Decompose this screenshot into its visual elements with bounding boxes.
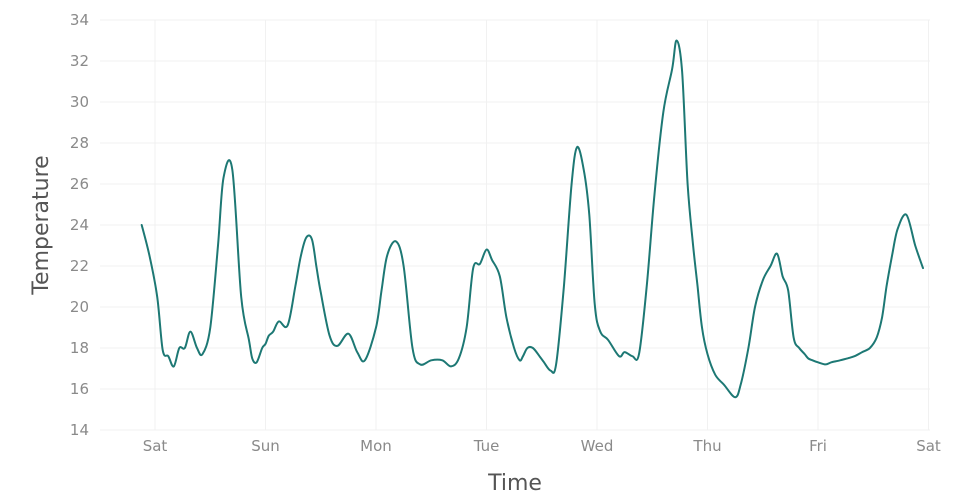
y-tick-label: 18	[70, 339, 89, 357]
y-tick-label: 20	[70, 298, 89, 316]
y-tick-label: 30	[70, 93, 89, 111]
y-tick-label: 34	[70, 11, 89, 29]
y-tick-label: 24	[70, 216, 89, 234]
y-tick-label: 16	[70, 380, 89, 398]
x-tick-label: Thu	[692, 437, 721, 455]
x-axis-title: Time	[487, 471, 542, 496]
temperature-series-line	[140, 39, 924, 399]
x-tick-label: Fri	[809, 437, 827, 455]
y-tick-label: 26	[70, 175, 89, 193]
x-tick-label: Sun	[251, 437, 280, 455]
x-tick-label: Wed	[581, 437, 614, 455]
x-tick-label: Sat	[916, 437, 941, 455]
x-tick-label: Mon	[360, 437, 392, 455]
x-axis-ticks: Sat Sun Mon Tue Wed Thu Fri Sat	[143, 437, 941, 455]
grid-lines	[100, 19, 930, 431]
y-axis-title: Temperature	[29, 155, 54, 295]
x-tick-label: Tue	[473, 437, 500, 455]
y-axis-ticks: 14 16 18 20 22 24 26 28 30 32 34	[70, 11, 89, 439]
y-tick-label: 22	[70, 257, 89, 275]
y-tick-label: 32	[70, 52, 89, 70]
x-tick-label: Sat	[143, 437, 168, 455]
y-tick-label: 28	[70, 134, 89, 152]
y-tick-label: 14	[70, 421, 89, 439]
